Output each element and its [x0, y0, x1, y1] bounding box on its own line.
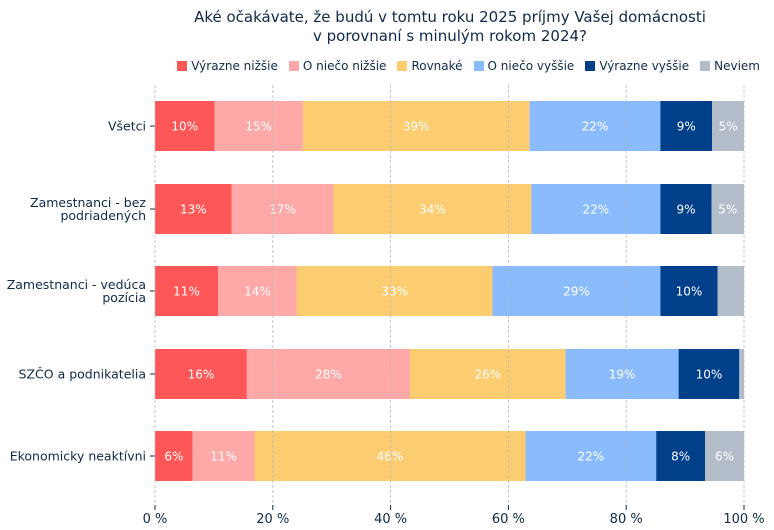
category-label: podriadených [60, 208, 146, 223]
data-label: 16% [188, 368, 215, 382]
data-label: 22% [578, 450, 605, 464]
x-tick-label: 100 % [723, 512, 764, 527]
bar-segment [660, 266, 718, 316]
legend-swatch [288, 61, 299, 71]
bar-segment [492, 266, 661, 316]
data-label: 13% [180, 203, 207, 217]
data-label: 33% [381, 285, 408, 299]
data-label: 19% [609, 368, 636, 382]
chart-title: Aké očakávate, že budú v tomtu roku 2025… [194, 8, 706, 26]
bar-segment [155, 266, 219, 316]
bar-segment [529, 101, 661, 151]
legend-label: Výrazne nižšie [191, 59, 278, 73]
bar-segment [739, 349, 744, 399]
bar-segment [656, 431, 706, 481]
legend-swatch [585, 61, 596, 71]
x-tick-label: 20 % [256, 512, 289, 527]
legend-item: Výrazne nižšie [177, 59, 278, 73]
bar-segment [717, 266, 744, 316]
data-label: 10% [676, 285, 703, 299]
bar-segment [155, 101, 215, 151]
data-label: 5% [718, 203, 737, 217]
bar-segment [246, 349, 411, 399]
category-label: Zamestnanci - vedúca [7, 277, 146, 292]
legend-swatch [177, 61, 188, 71]
bar-segment [218, 266, 297, 316]
category-label: SZČO a podnikatelia [19, 367, 146, 382]
bar-segment [705, 431, 744, 481]
legend-item: Rovnaké [397, 59, 463, 73]
data-label: 5% [719, 120, 738, 134]
category-label: pozícia [102, 290, 146, 305]
data-label: 22% [583, 203, 610, 217]
bar-segment [333, 184, 532, 234]
bar-segment [660, 184, 712, 234]
data-label: 10% [171, 120, 198, 134]
bar-segment [155, 431, 193, 481]
bar-segment [711, 184, 744, 234]
legend-label: Výrazne vyššie [599, 59, 690, 73]
data-label: 34% [419, 203, 446, 217]
legend-item: Výrazne vyššie [585, 59, 689, 73]
data-label: 10% [696, 368, 723, 382]
bar-segment [712, 101, 744, 151]
bar-segment [531, 184, 661, 234]
bar-segment [678, 349, 740, 399]
data-label: 11% [210, 450, 237, 464]
x-tick-label: 60 % [492, 512, 525, 527]
data-label: 6% [164, 450, 183, 464]
data-label: 11% [173, 285, 200, 299]
legend-label: Neviem [714, 59, 760, 73]
x-tick-label: 80 % [610, 512, 643, 527]
bar-segment [155, 184, 232, 234]
chart-subtitle: v porovnaní s minulým rokom 2024? [312, 27, 588, 45]
bar-segment [254, 431, 526, 481]
data-label: 26% [474, 368, 501, 382]
category-label: Zamestnanci - bez [30, 195, 146, 210]
legend-swatch [397, 61, 408, 71]
bar-segment [302, 101, 530, 151]
x-tick-label: 40 % [374, 512, 407, 527]
category-label: Ekonomicky neaktívni [10, 449, 146, 464]
legend-swatch [700, 61, 711, 71]
legend-label: Rovnaké [411, 59, 463, 73]
data-label: 39% [403, 120, 430, 134]
data-label: 14% [244, 285, 271, 299]
data-label: 15% [245, 120, 272, 134]
data-label: 6% [715, 450, 734, 464]
bar-segment [296, 266, 493, 316]
bar-segment [192, 431, 255, 481]
legend-item: O niečo nižšie [288, 59, 387, 73]
legend-label: O niečo nižšie [302, 59, 387, 73]
legend: Výrazne nižšie O niečo nižšie Rovnaké O nie… [150, 59, 760, 73]
legend-item: O niečo vyššie [473, 59, 575, 73]
data-label: 29% [563, 285, 590, 299]
data-label: 22% [582, 120, 609, 134]
legend-label: O niečo vyššie [487, 59, 575, 73]
data-label: 8% [671, 450, 690, 464]
x-tick-label: 0 % [143, 512, 168, 527]
bar-segment [565, 349, 679, 399]
bar-segment [214, 101, 303, 151]
bar-segment [231, 184, 334, 234]
data-label: 17% [269, 203, 296, 217]
bar-segment [525, 431, 657, 481]
bar-segment [660, 101, 713, 151]
category-label: Všetci [108, 119, 146, 134]
legend-swatch [473, 61, 484, 71]
legend-item: Neviem [700, 59, 760, 73]
data-label: 9% [677, 120, 696, 134]
data-label: 28% [315, 368, 342, 382]
data-label: 46% [377, 450, 404, 464]
data-label: 9% [676, 203, 695, 217]
bar-segment [410, 349, 566, 399]
bar-segment [155, 349, 247, 399]
